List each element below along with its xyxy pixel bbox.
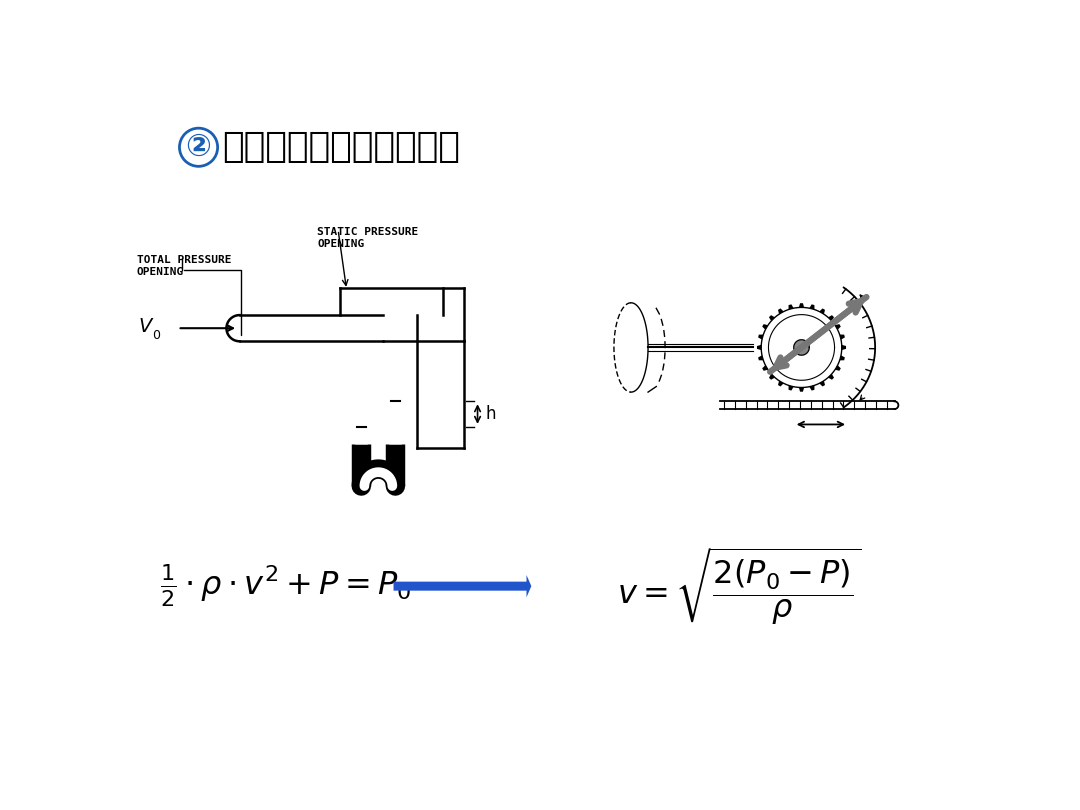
Polygon shape: [820, 309, 825, 314]
Polygon shape: [778, 309, 784, 314]
Polygon shape: [769, 374, 775, 380]
Polygon shape: [778, 381, 784, 386]
Polygon shape: [762, 365, 768, 371]
Polygon shape: [762, 324, 768, 330]
Polygon shape: [809, 305, 814, 309]
Polygon shape: [788, 305, 794, 309]
Polygon shape: [820, 381, 825, 386]
Polygon shape: [839, 356, 845, 360]
Polygon shape: [769, 315, 775, 321]
Text: h: h: [485, 405, 496, 423]
Text: V: V: [139, 318, 152, 336]
FancyArrowPatch shape: [770, 301, 861, 372]
Text: 空速管测飞行速度的原理: 空速管测飞行速度的原理: [221, 130, 460, 164]
Text: $\frac{1}{2}\cdot\rho\cdot v^2 + P = P_0$: $\frac{1}{2}\cdot\rho\cdot v^2 + P = P_0…: [161, 563, 411, 609]
FancyArrowPatch shape: [775, 297, 866, 368]
Polygon shape: [835, 365, 841, 371]
Polygon shape: [828, 315, 834, 321]
Text: STATIC PRESSURE
OPENING: STATIC PRESSURE OPENING: [318, 227, 418, 249]
Polygon shape: [758, 335, 764, 339]
Polygon shape: [757, 345, 761, 350]
Polygon shape: [835, 324, 841, 330]
Polygon shape: [794, 339, 809, 355]
Text: 0: 0: [152, 330, 160, 343]
Polygon shape: [788, 386, 794, 390]
Polygon shape: [758, 356, 764, 360]
Polygon shape: [799, 387, 805, 392]
Text: $v = \sqrt{\dfrac{2(P_0 - P)}{\rho}}$: $v = \sqrt{\dfrac{2(P_0 - P)}{\rho}}$: [618, 545, 862, 627]
Polygon shape: [841, 345, 846, 350]
Polygon shape: [809, 386, 814, 390]
Text: ②: ②: [186, 133, 212, 162]
Polygon shape: [839, 335, 845, 339]
Text: TOTAL PRESSURE
OPENING: TOTAL PRESSURE OPENING: [136, 255, 231, 278]
Polygon shape: [828, 374, 834, 380]
Polygon shape: [799, 303, 805, 308]
